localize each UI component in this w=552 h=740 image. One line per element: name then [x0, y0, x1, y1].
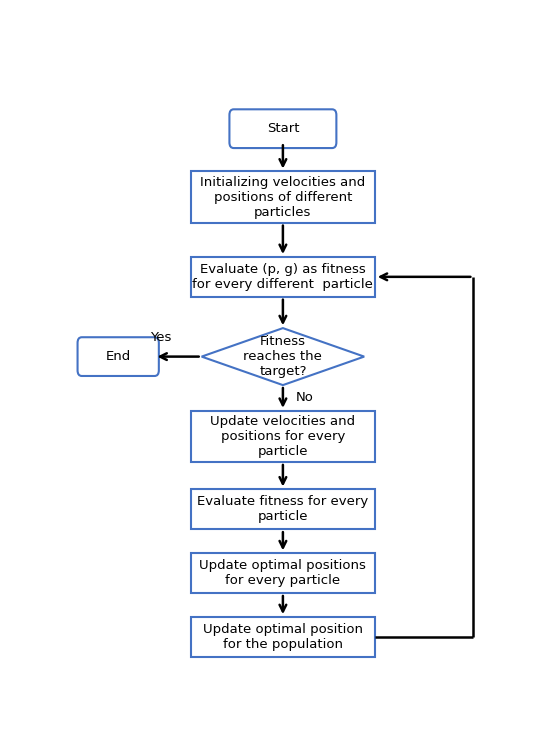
- Text: Update optimal positions
for every particle: Update optimal positions for every parti…: [199, 559, 367, 587]
- Text: Update velocities and
positions for every
particle: Update velocities and positions for ever…: [210, 415, 355, 458]
- Bar: [191, 172, 375, 223]
- Text: No: No: [296, 391, 314, 405]
- Text: Yes: Yes: [150, 331, 172, 344]
- Bar: [191, 617, 375, 657]
- Text: Start: Start: [267, 122, 299, 135]
- Text: Evaluate (p, g) as fitness
for every different  particle: Evaluate (p, g) as fitness for every dif…: [193, 263, 373, 291]
- Text: Fitness
reaches the
target?: Fitness reaches the target?: [243, 335, 322, 378]
- FancyBboxPatch shape: [77, 337, 159, 376]
- Bar: [191, 489, 375, 529]
- FancyBboxPatch shape: [230, 110, 336, 148]
- Polygon shape: [201, 328, 364, 385]
- Bar: [191, 257, 375, 297]
- Text: Initializing velocities and
positions of different
particles: Initializing velocities and positions of…: [200, 175, 365, 218]
- Text: End: End: [105, 350, 131, 363]
- Bar: [191, 411, 375, 462]
- Text: Evaluate fitness for every
particle: Evaluate fitness for every particle: [197, 495, 369, 523]
- Bar: [191, 554, 375, 593]
- Text: Update optimal position
for the population: Update optimal position for the populati…: [203, 623, 363, 651]
